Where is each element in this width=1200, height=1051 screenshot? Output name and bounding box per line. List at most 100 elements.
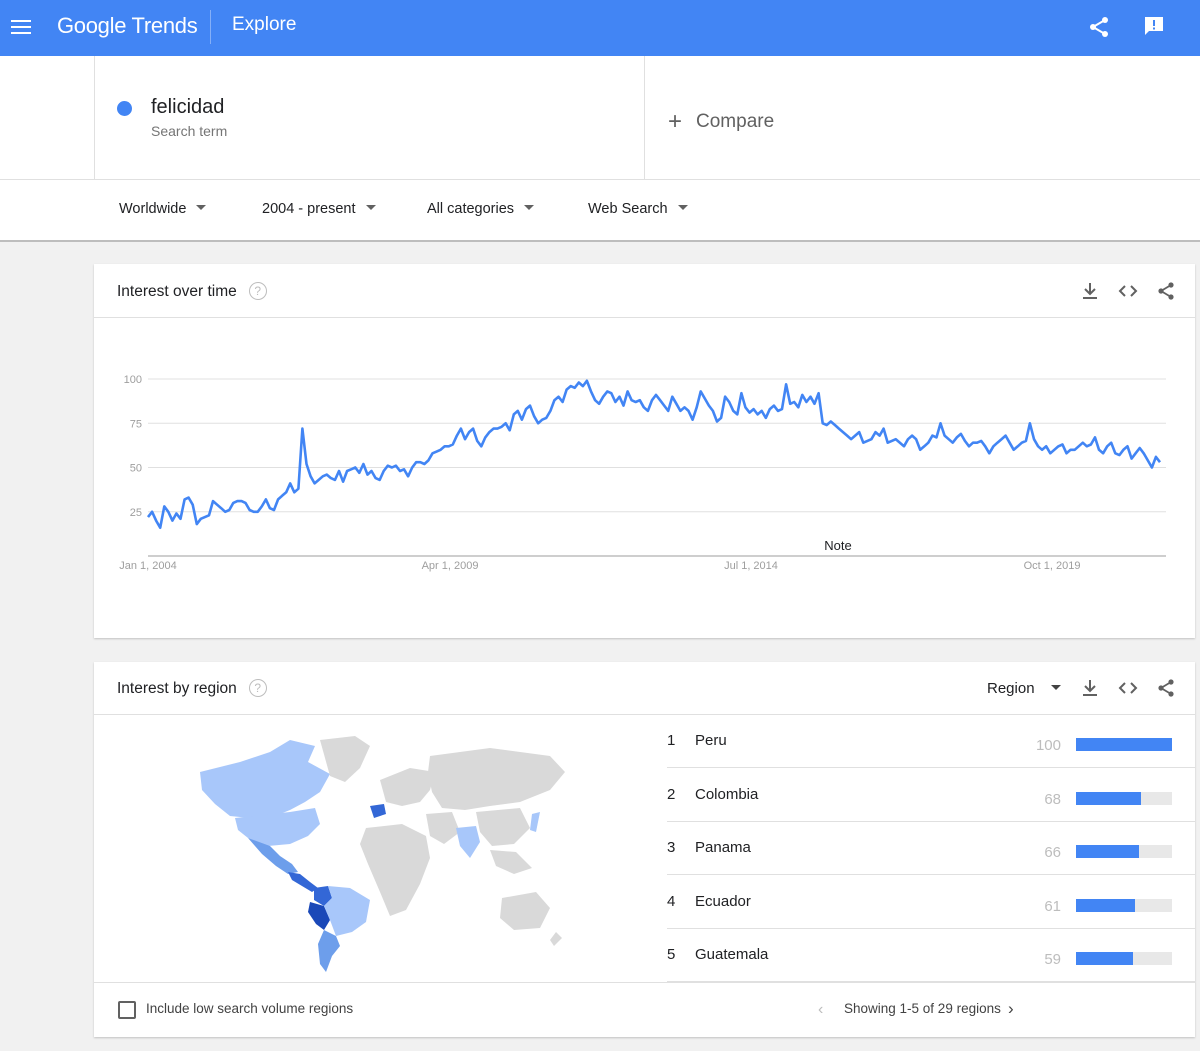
row-divider [667,927,1195,929]
region-bar-track [1076,952,1172,966]
share-icon[interactable] [1155,280,1177,302]
chart-note[interactable]: Note [824,538,851,553]
search-term-name[interactable]: felicidad [151,96,225,118]
card-divider [94,982,1195,983]
compare-label: Compare [696,111,775,132]
search-type-value: Web Search [588,201,668,217]
interest-over-time-title: Interest over time? [117,282,267,301]
region-resolution-value: Region [987,680,1035,697]
interest-by-region-title: Interest by region? [117,679,267,698]
map-region-greenland[interactable] [320,736,370,782]
x-tick-label: Oct 1, 2019 [1024,560,1081,572]
search-term-type: Search term [151,123,228,139]
x-tick-label: Jul 1, 2014 [724,560,778,572]
card-title-text: Interest over time [117,283,237,300]
map-region-canada[interactable] [200,740,330,818]
region-bar-track [1076,791,1172,805]
low-volume-checkbox[interactable] [118,1001,136,1019]
share-icon[interactable] [1155,677,1177,699]
region-row[interactable]: 4 Ecuador 61 [667,876,1195,929]
search-type-dropdown[interactable]: Web Search [588,201,688,217]
help-icon[interactable]: ? [248,679,267,697]
map-region-europe[interactable] [380,768,435,806]
region-resolution-dropdown[interactable]: Region [987,680,1061,697]
google-trends-logo[interactable]: Google Trends [57,13,198,38]
region-bar-fill [1076,791,1142,805]
region-name[interactable]: Peru [695,732,727,749]
x-tick-label: Apr 1, 2009 [422,560,479,572]
category-dropdown[interactable]: All categories [427,201,535,217]
map-region-australia[interactable] [500,892,550,930]
region-value: 59 [1044,951,1061,969]
region-bar-track [1076,738,1172,751]
y-tick-label: 75 [130,418,142,430]
embed-icon[interactable] [1117,280,1139,302]
filter-bar: Worldwide 2004 - present All categories … [0,180,1200,242]
location-value: Worldwide [119,201,187,217]
time-range-dropdown[interactable]: 2004 - present [262,201,376,217]
series-line[interactable] [146,379,1162,530]
card-divider [94,714,1195,715]
x-tick-label: Jan 1, 2004 [119,560,177,572]
region-name[interactable]: Panama [695,839,751,857]
low-volume-label: Include low search volume regions [146,1001,354,1016]
map-region-russia-asia[interactable] [428,748,565,810]
map-region-east-asia[interactable] [476,808,530,846]
region-row[interactable]: 3 Panama 66 [667,822,1195,876]
region-row[interactable]: 2 Colombia 68 [667,769,1195,822]
region-bar-fill [1076,738,1172,751]
time-range-value: 2004 - present [262,201,356,217]
row-divider [667,820,1195,822]
category-value: All categories [427,201,515,217]
caret-down-icon [365,205,376,210]
row-divider [667,767,1195,768]
menu-icon[interactable] [10,16,32,38]
region-bar-track [1076,898,1172,912]
region-row[interactable]: 1 Peru 100 [667,715,1195,768]
region-row[interactable]: 5 Guatemala 59 [667,929,1195,983]
share-icon[interactable] [1087,15,1111,39]
term-color-dot [117,101,132,116]
map-region-middle-east[interactable] [426,812,460,844]
next-page-icon[interactable]: › [1008,999,1014,1018]
map-region-mexico[interactable] [248,838,298,874]
region-value: 100 [1035,737,1061,754]
location-dropdown[interactable]: Worldwide [119,201,207,217]
feedback-icon[interactable] [1142,14,1166,38]
download-icon[interactable] [1079,677,1101,699]
column-divider [94,56,95,179]
map-region-southern-cone[interactable] [318,930,340,972]
region-name[interactable]: Ecuador [695,892,751,910]
map-region-india[interactable] [456,826,480,858]
region-value: 61 [1044,897,1061,915]
pagination-label: Showing 1-5 of 29 regions [844,1001,1001,1016]
previous-page-icon[interactable]: ‹ [818,1001,824,1018]
card-title-text: Interest by region [117,680,237,697]
world-map[interactable] [180,732,570,972]
region-value: 68 [1044,790,1061,808]
map-region-peru[interactable] [308,902,330,930]
map-region-central-america[interactable] [288,872,318,892]
map-region-japan[interactable] [530,812,540,832]
map-region-spain[interactable] [370,804,386,818]
app-bar: Google Trends Explore [0,0,1200,56]
map-region-southeast-asia[interactable] [490,850,532,874]
region-rank: 2 [667,785,676,803]
map-region-usa[interactable] [235,808,320,846]
compare-button[interactable]: + Compare [668,108,774,136]
region-name[interactable]: Guatemala [695,946,769,964]
map-region-colombia[interactable] [314,886,332,906]
region-rank: 4 [667,892,676,910]
interest-over-time-card: Interest over time? 25 50 75 100 Jan 1, 2004… [94,264,1195,638]
map-region-brazil[interactable] [324,886,370,936]
embed-icon[interactable] [1117,677,1139,699]
download-icon[interactable] [1079,280,1101,302]
map-region-africa[interactable] [360,824,430,916]
interest-over-time-chart: 25 50 75 100 Jan 1, 2004 Apr 1, 2009 Jul 1, 20… [119,374,1166,572]
map-region-new-zealand[interactable] [550,932,562,946]
column-divider [644,56,645,179]
y-tick-label: 100 [124,374,142,386]
caret-down-icon [524,205,535,210]
region-name[interactable]: Colombia [695,785,759,803]
help-icon[interactable]: ? [248,282,267,300]
